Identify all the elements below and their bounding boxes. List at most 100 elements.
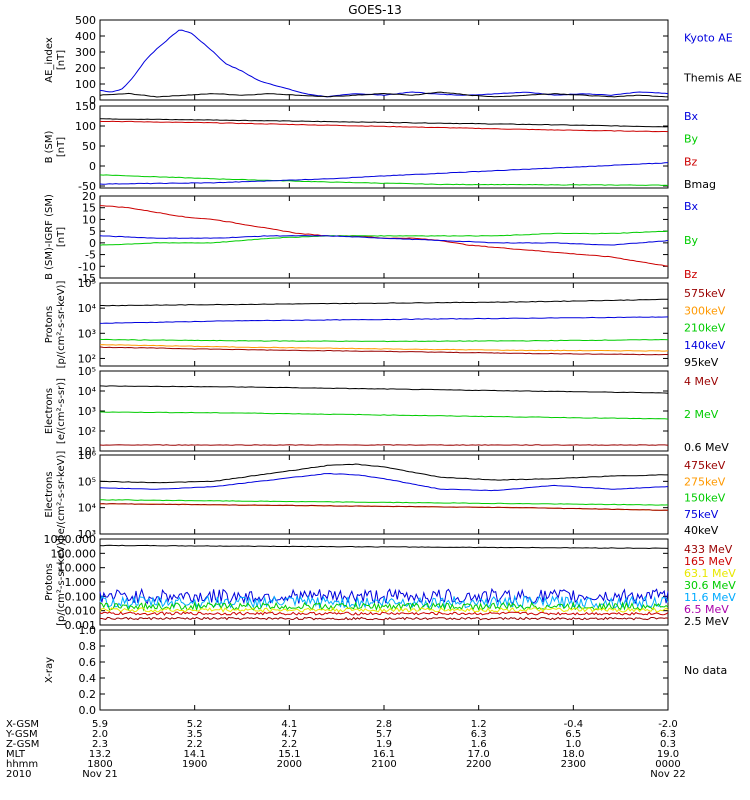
panel-frame bbox=[99, 282, 669, 367]
series-line-40kev bbox=[99, 463, 668, 484]
y-tick-label: 10.000 bbox=[58, 562, 97, 575]
series-line-0.6-mev bbox=[99, 385, 669, 394]
legend-entry: 300keV bbox=[684, 304, 726, 317]
x-tick-value: 1900 bbox=[182, 759, 207, 770]
legend-entry: 0.6 MeV bbox=[684, 441, 729, 454]
series-line-63.1-mev bbox=[99, 606, 669, 614]
series-line-kyoto-ae bbox=[99, 29, 669, 98]
x-tick-value: 6.3 bbox=[471, 729, 487, 740]
legend-entry: By bbox=[684, 234, 699, 247]
x-tick-value: 14.1 bbox=[184, 749, 206, 760]
x-row-label: MLT bbox=[6, 749, 26, 760]
y-tick-label: 10⁵ bbox=[78, 475, 96, 488]
series-line-575kev bbox=[99, 346, 668, 356]
x-tick-value: 2200 bbox=[466, 759, 491, 770]
y-axis-label: [nT] bbox=[56, 50, 67, 70]
y-tick-label: 0.4 bbox=[79, 672, 97, 685]
x-tick-value: 2.2 bbox=[281, 739, 297, 750]
legend-entry: 210keV bbox=[684, 322, 726, 335]
y-tick-label: 150 bbox=[75, 100, 96, 113]
panel-electrons2: 10³ 10⁴ 10⁵ 10⁶ Electrons [e/(cm²-s-sr-keV)] 4… bbox=[44, 449, 726, 541]
legend-entry: 75keV bbox=[684, 508, 719, 521]
series-line-165-mev bbox=[99, 611, 669, 616]
x-tick-value: 13.2 bbox=[89, 749, 111, 760]
y-tick-label: 200 bbox=[75, 62, 96, 75]
y-tick-label: 0 bbox=[89, 237, 96, 250]
y-axis-label: B (SM)-IGRF (SM) bbox=[44, 194, 55, 280]
x-tick-value: 2.2 bbox=[187, 739, 203, 750]
legend-entry: 2 MeV bbox=[684, 408, 719, 421]
series-line-11.6-mev bbox=[99, 594, 669, 610]
series-line-2-mev bbox=[100, 411, 669, 420]
figure-title: GOES-13 bbox=[348, 3, 402, 17]
legend-entry: 140keV bbox=[684, 339, 726, 352]
y-tick-label: 0 bbox=[89, 94, 96, 107]
legend-entry: 575keV bbox=[684, 287, 726, 300]
y-tick-label: 10⁴ bbox=[78, 502, 97, 515]
legend-entry: No data bbox=[684, 664, 727, 677]
x-tick-value: 5.2 bbox=[187, 719, 203, 730]
y-axis-label: Electrons bbox=[44, 471, 55, 517]
y-axis-label: X-ray bbox=[44, 657, 55, 683]
panel-frame bbox=[99, 19, 669, 101]
y-tick-label: 10⁴ bbox=[78, 385, 97, 398]
y-tick-label: 10³ bbox=[78, 405, 96, 418]
series-line-bz bbox=[99, 120, 669, 133]
series-line-bx bbox=[99, 235, 669, 246]
y-tick-label: -5 bbox=[85, 249, 96, 262]
y-axis-label: [e/(cm²-s-sr-keV)] bbox=[56, 451, 67, 539]
legend-entry: 63.1 MeV bbox=[684, 567, 736, 580]
x-row-label: hhmm bbox=[6, 759, 38, 770]
y-tick-label: 0.010 bbox=[65, 605, 97, 618]
x-tick-value: -2.0 bbox=[658, 719, 678, 730]
panel-electrons1: 10¹ 10² 10³ 10⁴ 10⁵ Electrons [e/(cm²-s-sr)] 4 … bbox=[44, 365, 729, 458]
y-axis-label: [p/(cm²-s-sr-keV)] bbox=[56, 281, 67, 369]
x-tick-value: -0.4 bbox=[564, 719, 584, 730]
series-line-6.5-mev bbox=[99, 587, 669, 605]
series-line-themis-ae bbox=[99, 91, 669, 98]
y-tick-label: 5 bbox=[89, 225, 96, 238]
legend-entry: Themis AE bbox=[683, 72, 742, 85]
x-tick-value: Nov 22 bbox=[650, 769, 685, 780]
legend-entry: Kyoto AE bbox=[684, 32, 733, 45]
legend-entry: 150keV bbox=[684, 492, 726, 505]
series-line-bmag bbox=[100, 118, 669, 128]
legend-entry: 40keV bbox=[684, 524, 719, 537]
legend-entry: 11.6 MeV bbox=[684, 591, 736, 604]
x-row-label: Y-GSM bbox=[5, 729, 38, 740]
y-axis-label: Protons bbox=[44, 306, 55, 343]
y-tick-label: 0.8 bbox=[79, 640, 97, 653]
legend-entry: 165 MeV bbox=[684, 555, 733, 568]
legend-entry: 95keV bbox=[684, 356, 719, 369]
legend-entry: 4 MeV bbox=[684, 375, 719, 388]
y-tick-label: 10⁶ bbox=[78, 449, 97, 462]
y-axis-label: [e/(cm²-s-sr)] bbox=[56, 378, 67, 444]
y-axis-label: Protons bbox=[44, 563, 55, 600]
y-tick-label: -15 bbox=[78, 272, 96, 285]
legend-entry: Bx bbox=[684, 110, 699, 123]
y-tick-label: -50 bbox=[78, 180, 96, 193]
x-tick-value: Nov 21 bbox=[82, 769, 117, 780]
x-tick-value: 2300 bbox=[561, 759, 586, 770]
y-tick-label: 1.0 bbox=[79, 624, 97, 637]
y-tick-label: 500 bbox=[75, 14, 96, 27]
panel-xray: 0.0 0.2 0.4 0.6 0.8 1.0 X-ray No data bbox=[44, 624, 727, 717]
legend-entry: Bz bbox=[684, 268, 698, 281]
x-tick-value: 18.0 bbox=[562, 749, 584, 760]
series-line-by bbox=[99, 230, 669, 246]
series-line-95kev bbox=[100, 298, 669, 307]
x-tick-value: 2000 bbox=[277, 759, 302, 770]
series-line-75kev bbox=[99, 472, 669, 492]
y-tick-label: 100 bbox=[75, 78, 96, 91]
x-tick-value: 5.9 bbox=[92, 719, 108, 730]
series-line-by bbox=[99, 174, 669, 186]
legend-entry: By bbox=[684, 133, 699, 146]
series-line-2.5-mev bbox=[99, 544, 669, 550]
series-line-210kev bbox=[99, 338, 669, 343]
legend-entry: 475keV bbox=[684, 459, 726, 472]
legend-entry: 2.5 MeV bbox=[684, 615, 729, 628]
y-axis-label: [nT] bbox=[56, 137, 67, 157]
panel-frame bbox=[99, 629, 669, 711]
